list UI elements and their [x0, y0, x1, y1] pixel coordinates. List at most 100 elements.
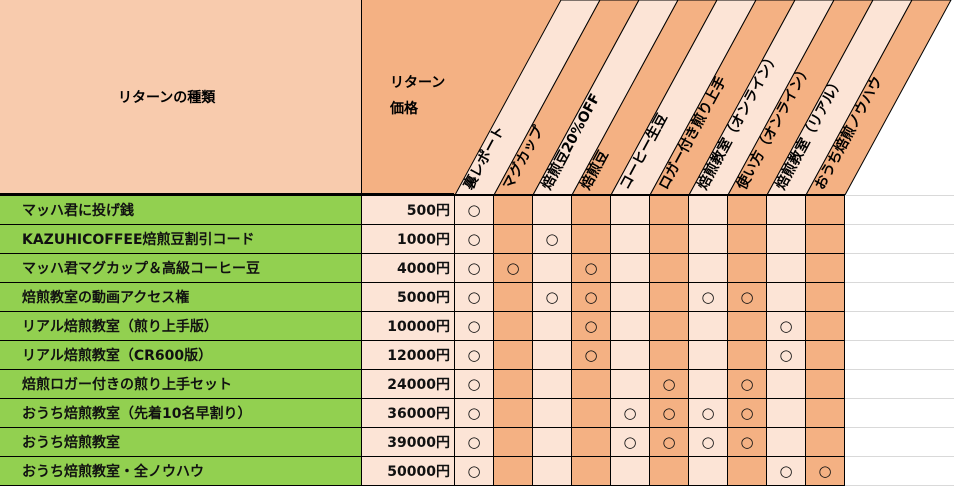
mark-cell[interactable]	[806, 225, 845, 254]
return-price-cell[interactable]: 4000円	[362, 254, 455, 283]
mark-circle-cell[interactable]: ○	[533, 225, 572, 254]
mark-cell[interactable]	[650, 457, 689, 486]
return-name-cell[interactable]: 焙煎教室の動画アクセス権	[0, 283, 362, 312]
mark-cell[interactable]	[533, 457, 572, 486]
mark-cell[interactable]	[572, 399, 611, 428]
mark-cell[interactable]	[494, 312, 533, 341]
mark-circle-cell[interactable]: ○	[455, 399, 494, 428]
return-name-cell[interactable]: リアル焙煎教室（煎り上手版）	[0, 312, 362, 341]
mark-cell[interactable]	[533, 370, 572, 399]
mark-cell[interactable]	[689, 225, 728, 254]
mark-cell[interactable]	[767, 428, 806, 457]
mark-cell[interactable]	[767, 283, 806, 312]
mark-cell[interactable]	[650, 283, 689, 312]
mark-cell[interactable]	[572, 370, 611, 399]
mark-circle-cell[interactable]: ○	[455, 457, 494, 486]
mark-cell[interactable]	[650, 312, 689, 341]
mark-cell[interactable]	[767, 370, 806, 399]
mark-cell[interactable]	[494, 428, 533, 457]
return-name-cell[interactable]: おうち焙煎教室（先着10名早割り）	[0, 399, 362, 428]
mark-cell[interactable]	[728, 457, 767, 486]
mark-cell[interactable]	[533, 254, 572, 283]
mark-cell[interactable]	[611, 196, 650, 225]
mark-cell[interactable]	[494, 399, 533, 428]
return-name-cell[interactable]: おうち焙煎教室	[0, 428, 362, 457]
mark-cell[interactable]	[767, 399, 806, 428]
mark-cell[interactable]	[494, 370, 533, 399]
return-price-cell[interactable]: 1000円	[362, 225, 455, 254]
mark-cell[interactable]	[611, 254, 650, 283]
mark-cell[interactable]	[611, 341, 650, 370]
mark-cell[interactable]	[806, 341, 845, 370]
mark-cell[interactable]	[767, 254, 806, 283]
mark-cell[interactable]	[611, 312, 650, 341]
mark-cell[interactable]	[728, 225, 767, 254]
mark-circle-cell[interactable]: ○	[455, 341, 494, 370]
return-price-cell[interactable]: 500円	[362, 196, 455, 225]
return-price-cell[interactable]: 39000円	[362, 428, 455, 457]
mark-cell[interactable]	[806, 399, 845, 428]
mark-cell[interactable]	[533, 341, 572, 370]
mark-circle-cell[interactable]: ○	[572, 283, 611, 312]
mark-circle-cell[interactable]: ○	[455, 196, 494, 225]
mark-cell[interactable]	[689, 312, 728, 341]
mark-cell[interactable]	[767, 225, 806, 254]
mark-cell[interactable]	[494, 196, 533, 225]
mark-circle-cell[interactable]: ○	[533, 283, 572, 312]
mark-cell[interactable]	[572, 428, 611, 457]
mark-cell[interactable]	[533, 399, 572, 428]
mark-cell[interactable]	[650, 254, 689, 283]
mark-circle-cell[interactable]: ○	[455, 283, 494, 312]
mark-circle-cell[interactable]: ○	[767, 312, 806, 341]
mark-cell[interactable]	[650, 225, 689, 254]
mark-cell[interactable]	[572, 196, 611, 225]
return-price-cell[interactable]: 24000円	[362, 370, 455, 399]
mark-circle-cell[interactable]: ○	[611, 428, 650, 457]
mark-cell[interactable]	[689, 254, 728, 283]
mark-cell[interactable]	[806, 312, 845, 341]
mark-circle-cell[interactable]: ○	[689, 283, 728, 312]
mark-circle-cell[interactable]: ○	[728, 399, 767, 428]
mark-cell[interactable]	[650, 196, 689, 225]
mark-cell[interactable]	[806, 196, 845, 225]
mark-circle-cell[interactable]: ○	[650, 428, 689, 457]
mark-circle-cell[interactable]: ○	[455, 225, 494, 254]
mark-circle-cell[interactable]: ○	[494, 254, 533, 283]
mark-cell[interactable]	[494, 225, 533, 254]
mark-cell[interactable]	[728, 312, 767, 341]
mark-cell[interactable]	[572, 225, 611, 254]
mark-cell[interactable]	[611, 283, 650, 312]
mark-cell[interactable]	[767, 196, 806, 225]
mark-circle-cell[interactable]: ○	[455, 254, 494, 283]
mark-circle-cell[interactable]: ○	[572, 254, 611, 283]
return-price-cell[interactable]: 12000円	[362, 341, 455, 370]
mark-cell[interactable]	[689, 457, 728, 486]
mark-cell[interactable]	[728, 196, 767, 225]
mark-cell[interactable]	[806, 370, 845, 399]
return-price-cell[interactable]: 50000円	[362, 457, 455, 486]
return-name-cell[interactable]: マッハ君マグカップ＆高級コーヒー豆	[0, 254, 362, 283]
mark-circle-cell[interactable]: ○	[728, 283, 767, 312]
mark-circle-cell[interactable]: ○	[767, 341, 806, 370]
mark-cell[interactable]	[611, 370, 650, 399]
mark-circle-cell[interactable]: ○	[455, 428, 494, 457]
header-return-type[interactable]: リターンの種類	[0, 0, 362, 195]
mark-circle-cell[interactable]: ○	[806, 457, 845, 486]
mark-circle-cell[interactable]: ○	[572, 341, 611, 370]
mark-circle-cell[interactable]: ○	[455, 312, 494, 341]
mark-cell[interactable]	[806, 428, 845, 457]
mark-circle-cell[interactable]: ○	[611, 399, 650, 428]
return-name-cell[interactable]: おうち焙煎教室・全ノウハウ	[0, 457, 362, 486]
mark-cell[interactable]	[728, 341, 767, 370]
mark-circle-cell[interactable]: ○	[728, 370, 767, 399]
return-name-cell[interactable]: リアル焙煎教室（CR600版）	[0, 341, 362, 370]
mark-cell[interactable]	[572, 457, 611, 486]
mark-cell[interactable]	[689, 196, 728, 225]
mark-circle-cell[interactable]: ○	[650, 370, 689, 399]
mark-cell[interactable]	[533, 428, 572, 457]
return-name-cell[interactable]: マッハ君に投げ銭	[0, 196, 362, 225]
mark-cell[interactable]	[728, 254, 767, 283]
mark-circle-cell[interactable]: ○	[689, 428, 728, 457]
mark-circle-cell[interactable]: ○	[572, 312, 611, 341]
mark-circle-cell[interactable]: ○	[767, 457, 806, 486]
